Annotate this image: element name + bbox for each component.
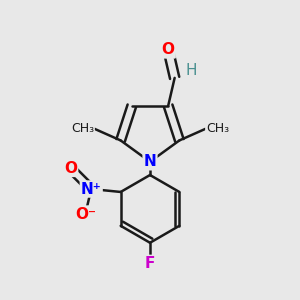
Text: F: F bbox=[145, 256, 155, 271]
Text: CH₃: CH₃ bbox=[71, 122, 94, 135]
Text: O⁻: O⁻ bbox=[75, 206, 96, 221]
Text: N⁺: N⁺ bbox=[81, 182, 102, 196]
Text: O: O bbox=[162, 42, 175, 57]
Text: O: O bbox=[64, 161, 77, 176]
Text: N: N bbox=[144, 154, 156, 169]
Text: H: H bbox=[185, 63, 196, 78]
Text: CH₃: CH₃ bbox=[206, 122, 229, 135]
